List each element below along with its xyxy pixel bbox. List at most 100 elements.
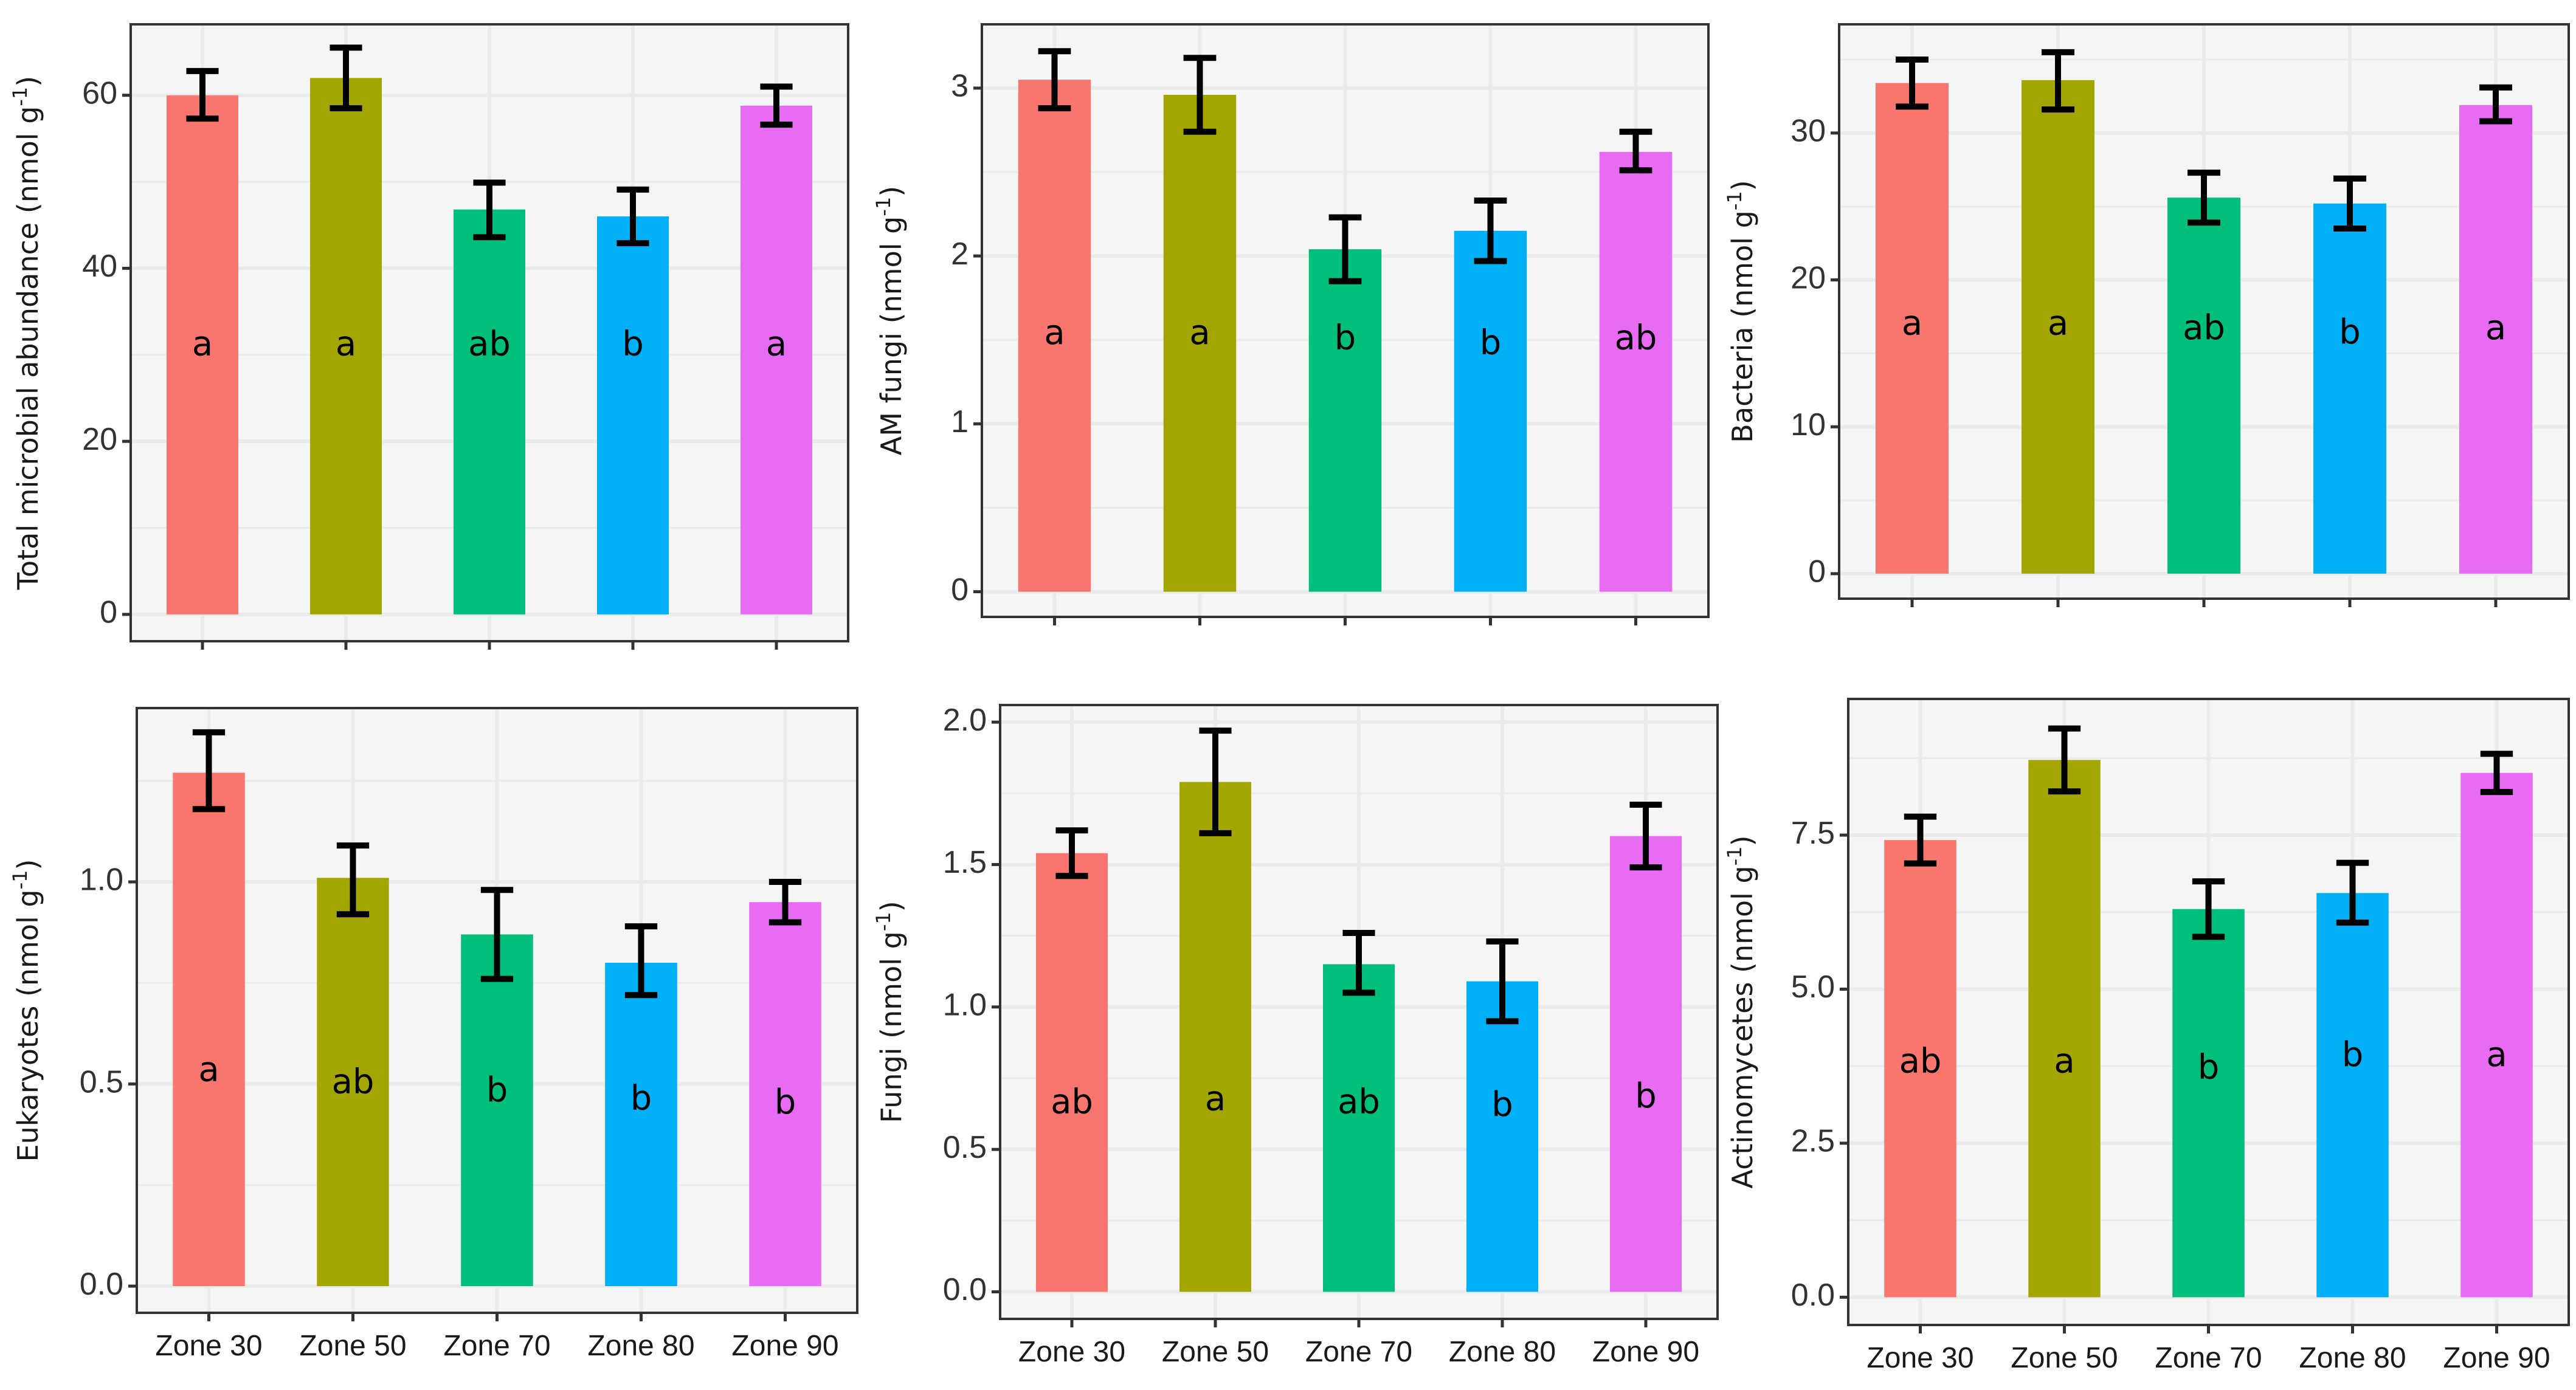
significance-letter: a [198,1050,219,1090]
error-bar [2479,84,2512,125]
y-tick-label: 2 [951,236,969,272]
x-tick-label: Zone 50 [299,1330,406,1362]
y-tick-label: 2.0 [943,703,987,738]
y-axis-label: Total microbial abundance (nmol g-1) [9,76,44,591]
x-tick-label: Zone 90 [731,1330,838,1362]
y-tick-label: 20 [82,422,117,457]
y-tick-label: 0 [1808,554,1826,590]
bar [1163,95,1237,592]
significance-letter: ab [1899,1041,1942,1081]
y-axis-label-text: AM fungi (nmol g [875,216,908,456]
bar [1610,836,1682,1292]
error-bar [2192,878,2225,940]
y-axis-label-superscript: -1 [872,197,895,216]
bar [310,78,382,614]
x-tick-label: Zone 90 [2443,1342,2550,1374]
error-bar [336,842,370,918]
significance-letter: a [2054,1041,2074,1081]
error-bar [2188,170,2220,226]
y-tick-label: 7.5 [1791,816,1835,851]
significance-letter: a [192,325,213,364]
y-tick-label: 0.5 [80,1064,123,1099]
error-bar [1183,55,1217,135]
bar [1308,249,1382,592]
y-axis-label-superscript: -1 [9,870,32,889]
bar [1884,840,1956,1298]
error-bar [1199,728,1232,836]
significance-letter: a [1044,313,1065,353]
bar [2022,80,2094,574]
chart-fungi: ab a ab b b 0.0 0.5 1.0 1.5 2.0 Zone 30 Zone 50 Zone… [863,681,1719,1390]
significance-letter: a [1189,313,1210,353]
chart-svg: a a ab b a 0 10 20 30 Bacteria (nmol g-1) [1723,23,2570,607]
y-tick-label: 1.0 [80,862,123,898]
x-tick-label: Zone 70 [1305,1336,1412,1368]
y-axis-label: Eukaryotes (nmol g-1) [9,859,44,1162]
significance-letter: a [1205,1079,1226,1119]
error-bar [768,878,802,926]
y-tick-label: 1 [951,404,969,439]
x-tick-label: Zone 50 [2011,1342,2118,1374]
bar [605,963,677,1287]
significance-letter: a [2048,304,2068,343]
error-bar [1055,827,1088,879]
y-axis-label-superscript: -1 [1723,846,1746,865]
bar [1466,981,1538,1292]
significance-letter: ab [2183,308,2225,348]
bar [1179,782,1251,1292]
y-axis-label: AM fungi (nmol g-1) [872,186,908,455]
error-bar [2042,49,2074,113]
error-bar [624,923,658,999]
significance-letter: ab [1051,1082,1093,1121]
y-axis-label-text: Fungi (nmol g [875,931,908,1123]
significance-letter: b [1491,1085,1513,1124]
significance-letter: b [2342,1035,2364,1075]
error-bar [1474,198,1507,264]
error-bar [192,729,226,813]
x-tick-label: Zone 70 [443,1330,550,1362]
x-tick-label: Zone 30 [1866,1342,1973,1374]
error-bar [2336,859,2369,926]
y-axis-label-suffix: ) [1726,180,1759,191]
bar [454,209,525,614]
bar [317,878,389,1287]
y-axis-label-suffix: ) [12,76,44,87]
y-tick-label: 0.0 [1791,1278,1835,1313]
y-tick-label: 2.5 [1791,1124,1835,1159]
bar [597,216,669,614]
error-bar [2333,175,2366,232]
y-axis-label-text: Actinomycetes (nmol g [1726,865,1759,1188]
x-tick-label: Zone 50 [1162,1336,1269,1368]
bar [2316,893,2389,1298]
chart-bacteria: a a ab b a 0 10 20 30 Bacteria (nmol g-1) [1714,0,2576,669]
y-tick-label: 0.0 [943,1272,987,1307]
y-axis-label-suffix: ) [875,186,908,197]
x-tick-label: Zone 80 [587,1330,694,1362]
error-bar [186,67,219,122]
chart-svg: ab a ab b b 0.0 0.5 1.0 1.5 2.0 Zone 30 Zone 50 Zone… [872,703,1719,1368]
y-axis-label-superscript: -1 [9,87,32,106]
error-bar [1038,48,1071,112]
y-axis-label: Bacteria (nmol g-1) [1723,180,1759,442]
bar [1323,964,1395,1292]
significance-letter: ab [1338,1082,1380,1121]
y-axis-label-superscript: -1 [872,912,895,931]
y-tick-label: 5.0 [1791,969,1835,1005]
y-axis-label-superscript: -1 [1723,191,1746,210]
significance-letter: b [486,1070,508,1110]
error-bar [1328,214,1362,284]
significance-letter: a [2485,308,2506,348]
error-bar [330,44,362,112]
bar [749,902,821,1287]
bar [741,105,812,614]
significance-letter: b [630,1078,652,1118]
significance-letter: ab [332,1062,375,1102]
chart-svg: a ab b b b 0.0 0.5 1.0 Zone 30 Zone 50 Zone 70 Zone… [9,707,858,1362]
error-bar [1342,929,1375,996]
y-tick-label: 3 [951,69,969,104]
y-tick-label: 20 [1790,260,1826,295]
chart-eukaryotes: a ab b b b 0.0 0.5 1.0 Zone 30 Zone 50 Zone 70 Zone… [0,681,858,1390]
significance-letter: a [1902,304,1922,343]
error-bar [473,179,506,241]
